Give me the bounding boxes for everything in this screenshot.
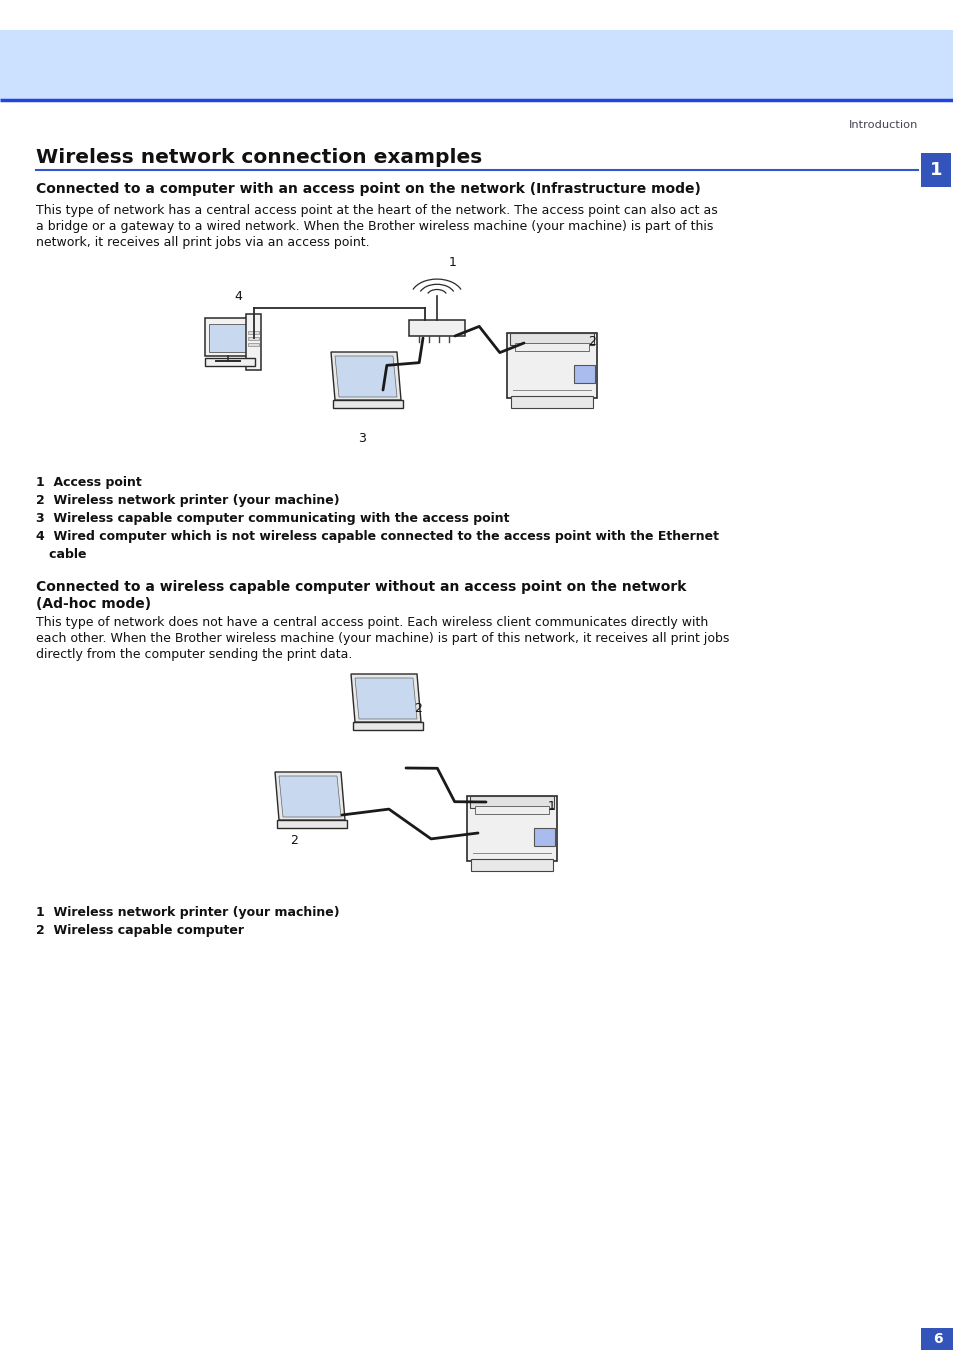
Text: 3: 3 (357, 432, 366, 446)
Bar (467, 795, 557, 860)
Text: a bridge or a gateway to a wired network. When the Brother wireless machine (you: a bridge or a gateway to a wired network… (36, 220, 713, 234)
Bar (471, 859, 553, 871)
Text: 2: 2 (587, 335, 596, 348)
Text: 3  Wireless capable computer communicating with the access point: 3 Wireless capable computer communicatin… (36, 512, 509, 525)
Text: 2  Wireless network printer (your machine): 2 Wireless network printer (your machine… (36, 494, 339, 508)
Text: 1  Access point: 1 Access point (36, 477, 142, 489)
Polygon shape (355, 678, 416, 720)
Text: This type of network has a central access point at the heart of the network. The: This type of network has a central acces… (36, 204, 717, 217)
Text: 2: 2 (414, 702, 421, 716)
Bar (276, 819, 347, 828)
Polygon shape (351, 674, 420, 722)
Bar (574, 364, 595, 382)
Text: 1: 1 (449, 256, 456, 269)
Text: directly from the computer sending the print data.: directly from the computer sending the p… (36, 648, 352, 662)
Bar (475, 806, 548, 814)
Bar (205, 358, 254, 366)
Text: Connected to a wireless capable computer without an access point on the network: Connected to a wireless capable computer… (36, 580, 685, 594)
Bar (209, 324, 247, 352)
Bar (333, 400, 402, 408)
Bar (353, 722, 422, 730)
Text: Introduction: Introduction (848, 120, 917, 130)
Bar (506, 332, 597, 397)
Bar (515, 343, 588, 351)
Text: 1  Wireless network printer (your machine): 1 Wireless network printer (your machine… (36, 906, 339, 919)
Polygon shape (278, 776, 340, 817)
Text: each other. When the Brother wireless machine (your machine) is part of this net: each other. When the Brother wireless ma… (36, 632, 729, 645)
Text: Connected to a computer with an access point on the network (Infrastructure mode: Connected to a computer with an access p… (36, 182, 700, 196)
Polygon shape (274, 772, 345, 819)
Bar (920, 1328, 953, 1350)
Text: 1: 1 (929, 161, 942, 180)
Bar (470, 795, 554, 807)
Text: 4  Wired computer which is not wireless capable connected to the access point wi: 4 Wired computer which is not wireless c… (36, 531, 719, 543)
Text: network, it receives all print jobs via an access point.: network, it receives all print jobs via … (36, 236, 369, 248)
Text: This type of network does not have a central access point. Each wireless client : This type of network does not have a cen… (36, 616, 707, 629)
Text: 6: 6 (932, 1332, 942, 1346)
Polygon shape (331, 352, 400, 400)
Bar (409, 320, 464, 336)
Text: cable: cable (36, 548, 87, 562)
Bar (248, 331, 258, 333)
Bar (510, 332, 594, 344)
Bar (920, 153, 950, 188)
Bar (0, 30, 953, 100)
Bar (205, 319, 251, 356)
Bar (511, 396, 593, 408)
Bar (534, 828, 555, 845)
Bar (248, 343, 258, 346)
Text: (Ad-hoc mode): (Ad-hoc mode) (36, 597, 151, 612)
Text: 2  Wireless capable computer: 2 Wireless capable computer (36, 923, 244, 937)
Text: 1: 1 (547, 801, 556, 813)
Text: 2: 2 (290, 834, 297, 846)
Bar (246, 315, 261, 370)
Text: 4: 4 (233, 290, 242, 302)
Text: Wireless network connection examples: Wireless network connection examples (36, 148, 482, 167)
Polygon shape (335, 356, 396, 397)
Bar (248, 338, 258, 340)
